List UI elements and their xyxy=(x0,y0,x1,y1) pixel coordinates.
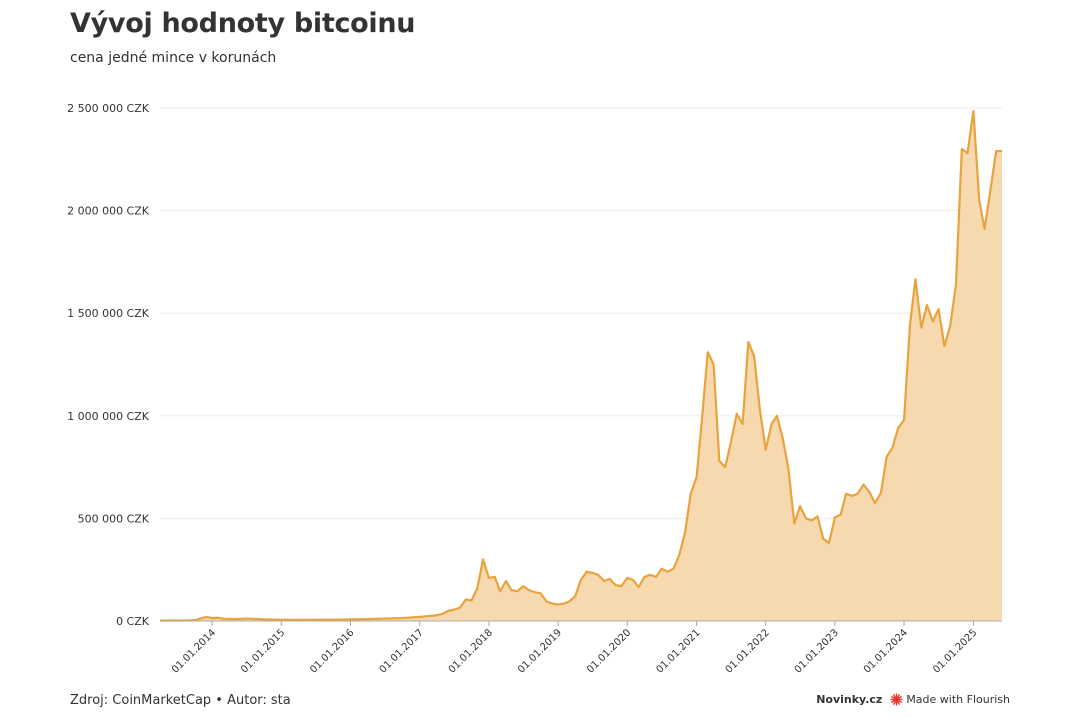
footer-branding: Novinky.cz Made with Flourish xyxy=(816,693,1010,706)
x-tick-label: 01.01.2015 xyxy=(239,627,287,675)
x-tick-label: 01.01.2016 xyxy=(308,627,356,675)
x-tick-label: 01.01.2025 xyxy=(931,627,979,675)
series-area xyxy=(160,111,1002,621)
y-tick-label: 2 500 000 CZK xyxy=(67,102,150,115)
chart-subtitle: cena jedné mince v korunách xyxy=(70,50,277,66)
x-tick-label: 01.01.2021 xyxy=(654,627,702,675)
publisher-logo[interactable]: Novinky.cz xyxy=(816,693,883,706)
source-credit: Zdroj: CoinMarketCap • Autor: sta xyxy=(70,693,291,708)
x-tick-label: 01.01.2018 xyxy=(447,627,495,675)
x-tick-label: 01.01.2024 xyxy=(862,627,910,675)
flourish-credit-label: Made with Flourish xyxy=(906,693,1010,706)
x-tick-label: 01.01.2019 xyxy=(516,627,564,675)
series-line xyxy=(159,109,1002,622)
x-tick-label: 01.01.2014 xyxy=(170,627,218,675)
y-tick-label: 1 000 000 CZK xyxy=(67,410,150,423)
x-tick-label: 01.01.2017 xyxy=(378,627,426,675)
y-tick-label: 1 500 000 CZK xyxy=(67,307,150,320)
flourish-credit[interactable]: Made with Flourish xyxy=(890,693,1010,706)
y-tick-label: 2 000 000 CZK xyxy=(67,205,150,218)
y-tick-label: 0 CZK xyxy=(116,615,150,628)
x-tick-label: 01.01.2022 xyxy=(724,627,772,675)
x-tick-label: 01.01.2020 xyxy=(585,627,633,675)
flourish-icon xyxy=(890,693,903,706)
x-tick-label: 01.01.2023 xyxy=(793,627,841,675)
y-tick-label: 500 000 CZK xyxy=(78,512,150,525)
chart-title: Vývoj hodnoty bitcoinu xyxy=(70,8,416,39)
